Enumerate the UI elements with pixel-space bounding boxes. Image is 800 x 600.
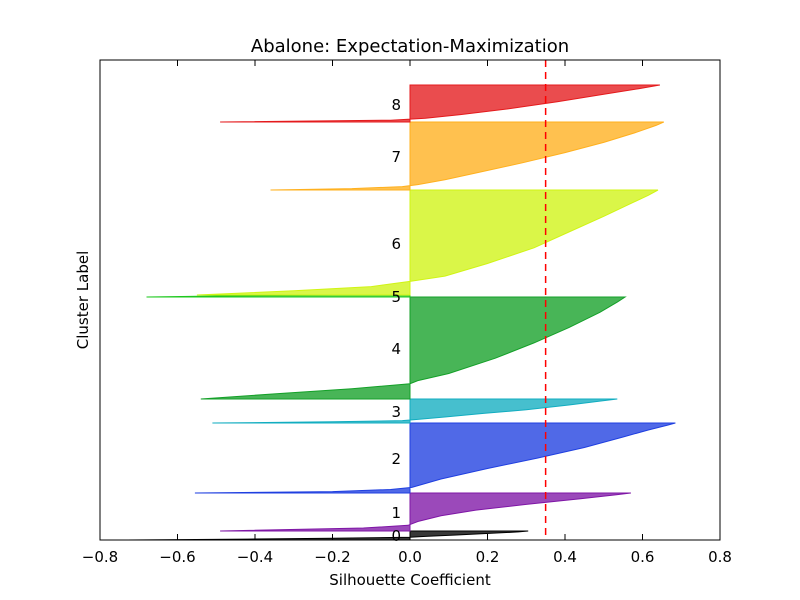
x-tick-label: 0.6 [631, 548, 655, 566]
cluster-label-1: 1 [391, 504, 401, 522]
x-tick-label: 0.2 [476, 548, 500, 566]
cluster-0-silhouette [123, 530, 529, 541]
x-tick-label: −0.6 [159, 548, 195, 566]
x-tick-label: −0.8 [82, 548, 118, 566]
cluster-2-silhouette [194, 422, 676, 494]
x-axis-ticks: −0.8 −0.6 −0.4 −0.2 0.0 0.2 0.4 0.6 0.8 [82, 60, 732, 566]
x-tick-label: 0.0 [398, 548, 422, 566]
x-tick-label: −0.4 [237, 548, 273, 566]
cluster-1-silhouette [220, 492, 631, 532]
chart-title: Abalone: Expectation-Maximization [251, 36, 569, 57]
cluster-label-4: 4 [391, 340, 401, 358]
cluster-silhouettes [123, 84, 676, 541]
cluster-4-silhouette [200, 296, 627, 400]
cluster-6-silhouette [196, 189, 659, 296]
cluster-8-silhouette [220, 84, 660, 123]
cluster-label-8: 8 [391, 96, 401, 114]
x-tick-label: 0.8 [708, 548, 732, 566]
x-axis-label: Silhouette Coefficient [329, 571, 491, 589]
cluster-label-6: 6 [391, 235, 401, 253]
cluster-label-2: 2 [391, 450, 401, 468]
y-axis-label: Cluster Label [74, 251, 92, 349]
cluster-label-0: 0 [391, 527, 401, 545]
cluster-label-7: 7 [391, 148, 401, 166]
cluster-7-silhouette [270, 121, 665, 191]
x-tick-label: −0.2 [314, 548, 350, 566]
cluster-labels: 0 1 2 3 4 5 6 7 8 [391, 96, 401, 545]
cluster-label-3: 3 [391, 403, 401, 421]
x-tick-label: 0.4 [553, 548, 577, 566]
cluster-3-silhouette [212, 398, 618, 424]
cluster-label-5: 5 [391, 288, 401, 306]
